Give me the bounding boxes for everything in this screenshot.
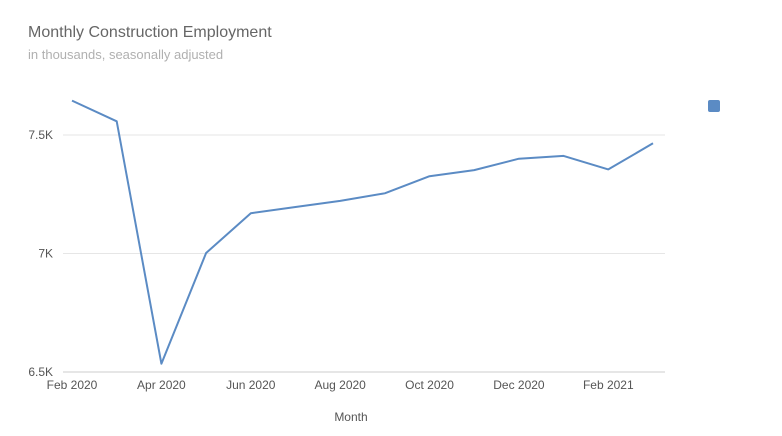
x-tick-label: Aug 2020	[314, 378, 366, 392]
y-tick-label: 6.5K	[28, 365, 53, 379]
y-tick-label: 7K	[38, 247, 53, 261]
x-tick-label: Feb 2020	[47, 378, 98, 392]
x-tick-label: Jun 2020	[226, 378, 276, 392]
x-tick-label: Oct 2020	[405, 378, 454, 392]
y-axis-ticks: 6.5K 7K 7.5K	[28, 128, 53, 379]
x-tick-label: Feb 2021	[583, 378, 634, 392]
x-tick-label: Dec 2020	[493, 378, 545, 392]
y-tick-label: 7.5K	[28, 128, 53, 142]
x-axis-ticks: Feb 2020 Apr 2020 Jun 2020 Aug 2020 Oct 2020…	[47, 378, 634, 392]
chart-subtitle: in thousands, seasonally adjusted	[28, 47, 224, 62]
series-line[interactable]	[71, 99, 654, 365]
legend-swatch[interactable]	[708, 100, 720, 112]
x-axis-label: Month	[334, 410, 367, 424]
chart-title: Monthly Construction Employment	[28, 24, 272, 41]
grid-lines	[63, 134, 665, 373]
x-tick-label: Apr 2020	[137, 378, 186, 392]
